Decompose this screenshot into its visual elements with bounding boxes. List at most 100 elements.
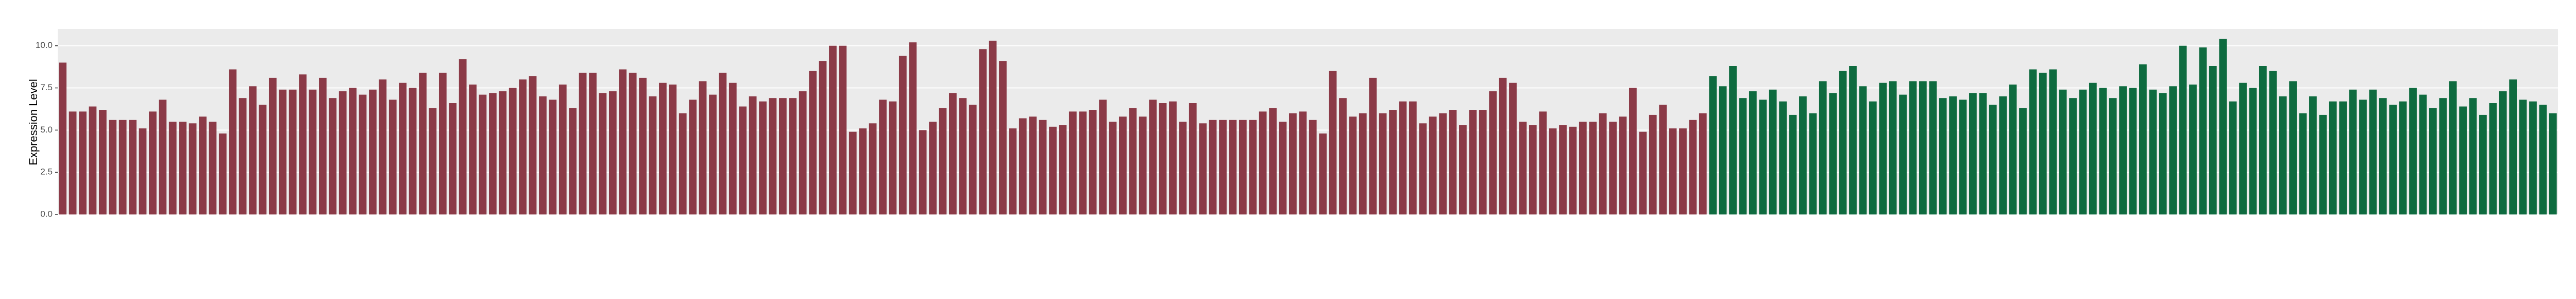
bar [1309,120,1317,214]
bar [2289,81,2297,215]
bar [1859,86,1867,214]
bar [679,113,687,214]
bar [338,91,347,214]
bar [1989,105,1997,214]
bar [1019,118,1027,214]
bar [999,61,1007,214]
bar [579,73,587,214]
bar [728,82,737,214]
bar [2369,89,2377,214]
bar [1289,113,1297,214]
bar [689,99,697,214]
bar [1139,117,1147,214]
bar [379,79,387,214]
bar [829,45,837,215]
bar [1529,125,1537,214]
bar [289,89,297,214]
y-tick-label: 10.0 [36,40,53,50]
bar [109,120,117,214]
bar [1599,113,1607,214]
bar [2529,101,2537,214]
bar [1549,128,1557,214]
bar [2259,66,2267,214]
bar [2339,101,2347,214]
bar [1889,81,1897,215]
bar [1709,76,1717,215]
bar [1349,117,1357,214]
bar [699,81,707,215]
bar [739,106,747,214]
bar [1669,128,1677,214]
bar [1229,120,1237,214]
bar [438,73,447,214]
bar [2319,114,2327,214]
bar [2249,88,2257,214]
bar [259,105,267,214]
bar [1069,111,1077,214]
bar [388,99,397,214]
bar [1199,123,1207,214]
bar [1189,103,1197,214]
bar [1479,110,1487,214]
bar [89,106,97,214]
bar [1769,89,1777,214]
bar [2449,81,2457,215]
bar [2279,96,2287,214]
bar [1999,96,2007,214]
bar [299,74,307,214]
bar [2009,85,2017,214]
bar [2469,98,2477,214]
bar [2329,101,2337,214]
bar [479,94,487,214]
bar [1429,117,1437,214]
bar [1739,98,1747,214]
bar [2549,113,2557,214]
bar [1279,122,1287,214]
bar [349,88,357,214]
bar [809,71,817,214]
bar [549,99,557,214]
bar [59,62,67,215]
bar [2139,64,2147,215]
bar [1609,122,1617,214]
bar [2229,101,2237,214]
bar [1749,91,1757,214]
bar [79,111,87,214]
bar [1339,98,1347,214]
bar [2519,99,2527,214]
bar [2109,98,2117,214]
bar [1699,113,1707,214]
bar [1979,93,1987,214]
bar [399,82,407,214]
bar [1969,93,1977,214]
bar [1579,122,1587,214]
bar [2119,86,2127,214]
bar [2179,45,2187,215]
bar [2379,98,2387,214]
bar [519,79,527,214]
bar [1379,113,1387,214]
bar [279,89,287,214]
bar [209,122,217,214]
bar [899,56,907,214]
bar [1509,82,1517,214]
bar [879,99,887,214]
bar [2149,89,2157,214]
bar [1619,117,1627,214]
bar [719,73,727,214]
bar [1649,114,1657,214]
bar [1849,66,1857,214]
bar [759,101,767,214]
bar [309,89,317,214]
bar [189,123,197,214]
bar [2199,47,2207,214]
bar [1789,114,1797,214]
bar [2209,66,2217,214]
bar [499,91,507,214]
y-tick-label: 7.5 [40,82,53,92]
bar [1079,111,1087,214]
bar [319,77,327,214]
bar [429,108,437,214]
bar [1089,110,1097,214]
bar [2129,88,2137,214]
